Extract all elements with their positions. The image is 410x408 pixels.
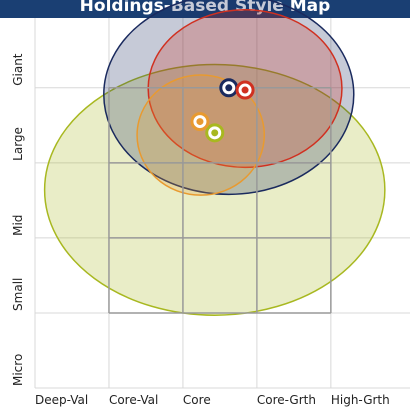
y-tick-label: Mid (11, 215, 25, 236)
centroid-core (225, 84, 233, 92)
y-tick-label: Micro (11, 354, 25, 386)
x-tick-label: Core-Val (109, 393, 158, 407)
x-tick-label: Deep-Val (35, 393, 88, 407)
title-bar (0, 0, 410, 18)
ownership-zone (43, 63, 386, 316)
ownership-zone (136, 74, 266, 196)
centroid-core (196, 118, 204, 126)
y-tick-label: Giant (11, 53, 25, 86)
x-tick-label: Core (183, 393, 211, 407)
centroid-core (211, 129, 219, 137)
y-tick-label: Small (11, 278, 25, 311)
y-tick-label: Large (11, 127, 25, 161)
x-tick-label: High-Grth (331, 393, 390, 407)
centroid-core (241, 86, 249, 94)
x-tick-label: Core-Grth (257, 393, 316, 407)
